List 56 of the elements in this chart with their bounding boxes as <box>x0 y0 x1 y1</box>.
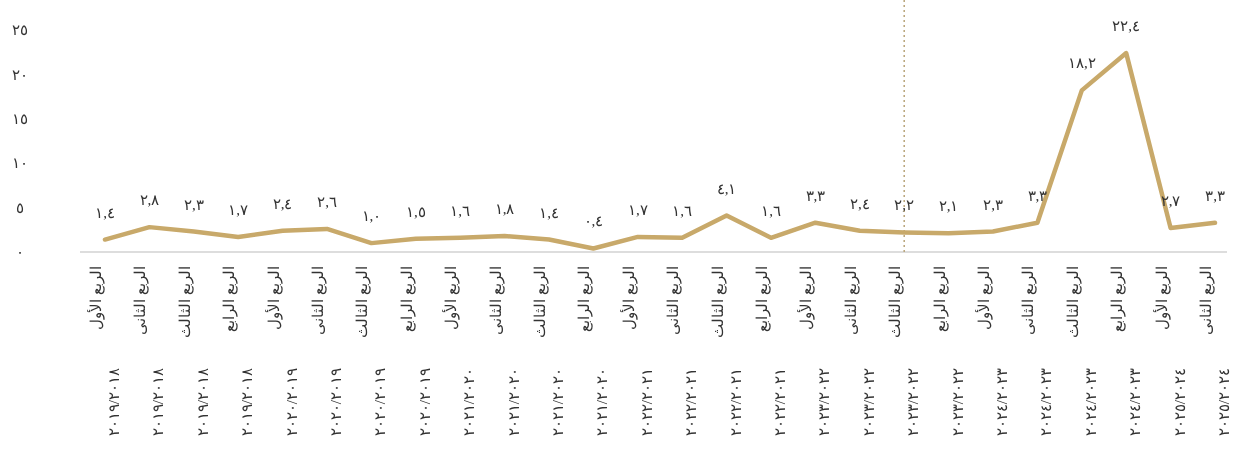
data-label: ٢,٤ <box>272 195 293 212</box>
category-label: الربع الرابع ٢٠١٩/٢٠١٨ <box>221 266 256 437</box>
data-label: ١٨,٢ <box>1067 55 1096 72</box>
category-label: الربع الأول ٢٠٢٤/٢٠٢٣ <box>976 266 1010 437</box>
data-label: ١,٦ <box>450 202 471 219</box>
data-label: ١,٧ <box>627 201 648 218</box>
y-tick-label: ٠ <box>16 244 24 261</box>
data-label: ٤,١ <box>716 180 737 197</box>
category-label: الربع الأول ٢٠٢١/٢٠٢٠ <box>443 266 478 437</box>
data-label: ١,٠ <box>361 208 382 225</box>
data-label: ٢,١ <box>938 198 959 215</box>
category-label: الربع الثالث ٢٠٢٤/٢٠٢٣ <box>1064 266 1099 437</box>
data-label: ١,٧ <box>228 201 249 218</box>
category-label: الربع الثانى ٢٠٢٤/٢٠٢٣ <box>1020 266 1055 437</box>
category-label: الربع الثانى ٢٠٢٠/٢٠١٩ <box>310 266 344 437</box>
data-label: ١,٨ <box>494 201 515 218</box>
data-label: ٢,٣ <box>183 196 204 213</box>
data-label: ٢٢,٤ <box>1112 18 1141 35</box>
category-label: الربع الثالث ٢٠٢١/٢٠٢٠ <box>532 266 566 437</box>
category-label: الربع الأول ٢٠٢٥/٢٠٢٤ <box>1153 266 1188 437</box>
category-label: الربع الرابع ٢٠٢٢/٢٠٢١ <box>754 266 788 437</box>
y-tick-label: ٢٥ <box>12 22 28 39</box>
category-label: الربع الثانى ٢٠٢١/٢٠٢٠ <box>487 266 522 437</box>
category-label: الربع الأول ٢٠٢٠/٢٠١٩ <box>265 266 300 437</box>
data-label: ١,٦ <box>672 202 693 219</box>
data-label: ٢,٣ <box>983 196 1003 213</box>
y-tick-label: ٥ <box>16 199 24 216</box>
category-label: الربع الثالث ٢٠٢٠/٢٠١٩ <box>354 266 389 437</box>
category-label: الربع الرابع ٢٠٢١/٢٠٢٠ <box>576 266 611 437</box>
data-label: ٠,٤ <box>583 213 604 230</box>
category-label: الربع الثالث ٢٠٢٣/٢٠٢٢ <box>887 266 922 437</box>
data-label: ١,٤ <box>539 204 559 221</box>
category-label: الربع الثانى ٢٠٢٢/٢٠٢١ <box>665 266 700 437</box>
data-label: ١,٥ <box>405 203 426 220</box>
category-label: الربع الثانى ٢٠٢٣/٢٠٢٢ <box>842 266 877 437</box>
category-label: الربع الأول ٢٠٢٣/٢٠٢٢ <box>798 266 833 437</box>
category-label: الربع الرابع ٢٠٢٤/٢٠٢٣ <box>1109 266 1144 437</box>
category-label: الربع الثانى ٢٠٢٥/٢٠٢٤ <box>1198 266 1232 437</box>
category-label: الربع الرابع ٢٠٢٠/٢٠١٩ <box>398 266 433 437</box>
y-tick-label: ١٥ <box>12 111 28 128</box>
data-label: ٢,٢ <box>894 197 915 214</box>
category-label: الربع الأول ٢٠٢٢/٢٠٢١ <box>620 266 655 437</box>
category-label: الربع الرابع ٢٠٢٣/٢٠٢٢ <box>931 266 966 437</box>
data-label: ١,٦ <box>761 202 781 219</box>
category-label: الربع الثالث ٢٠٢٢/٢٠٢١ <box>709 266 744 437</box>
data-label: ٢,٨ <box>139 192 160 209</box>
y-tick-label: ١٠ <box>12 155 28 172</box>
data-label: ٢,٦ <box>317 193 337 210</box>
category-label: الربع الثانى ٢٠١٩/٢٠١٨ <box>132 266 167 437</box>
data-label: ٢,٤ <box>849 195 870 212</box>
data-label: ٣,٣ <box>805 187 826 204</box>
category-label: الربع الثالث ٢٠١٩/٢٠١٨ <box>176 266 211 437</box>
y-tick-label: ٢٠ <box>12 66 28 83</box>
category-label: الربع الأول ٢٠١٩/٢٠١٨ <box>88 266 122 437</box>
data-label: ٣,٣ <box>1205 187 1225 204</box>
data-label: ١,٤ <box>95 204 115 221</box>
